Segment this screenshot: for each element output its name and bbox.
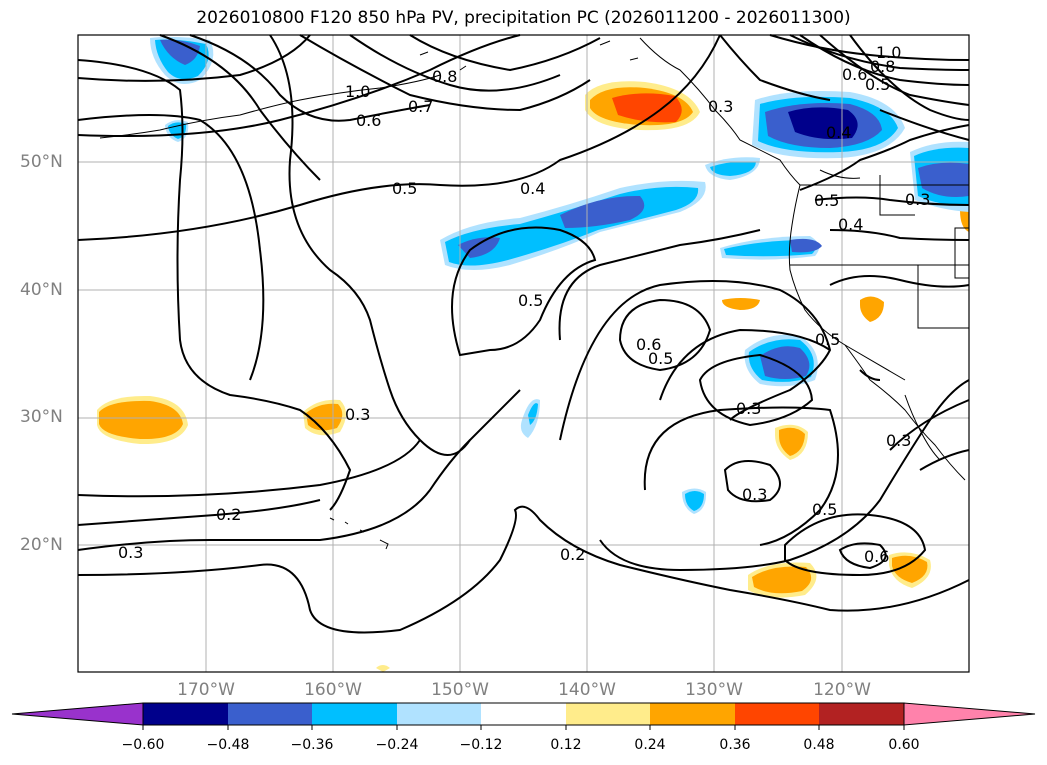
contour-label: 0.6: [356, 111, 381, 130]
contour-label: 0.2: [216, 505, 241, 524]
lat-label-50n: 50°N: [20, 152, 63, 172]
colorbar-tick-label: 0.48: [803, 737, 835, 753]
pv-contours: [77, 34, 970, 634]
contour-label: 0.6: [864, 547, 889, 566]
coastlines: [99, 37, 970, 550]
contour-label: 0.6: [842, 65, 867, 84]
colorbar-bin: [228, 703, 312, 725]
contour-labels: 1.0 0.8 0.6 0.5 1.0 0.8 0.7 0.6 0.5 0.4 …: [118, 43, 930, 566]
contour-label: 0.6: [636, 335, 661, 354]
contour-label: 0.5: [392, 179, 417, 198]
contour-label: 1.0: [345, 82, 370, 101]
colorbar-tick-label: −0.12: [459, 737, 503, 753]
contour-label: 0.5: [865, 75, 890, 94]
contour-label: 0.5: [812, 500, 837, 519]
lat-label-30n: 30°N: [20, 407, 63, 427]
contour-label: 0.7: [408, 97, 433, 116]
colorbar-tick-label: −0.36: [290, 737, 334, 753]
colorbar-bin: [819, 703, 904, 725]
contour-label: 0.5: [814, 191, 839, 210]
contour-label: 0.2: [560, 545, 585, 564]
contour-label: 0.3: [736, 399, 761, 418]
colorbar: [11, 702, 1036, 730]
colorbar-tick-label: −0.24: [375, 737, 419, 753]
lon-label-120w: 120°W: [813, 680, 871, 700]
contour-label: 0.5: [648, 349, 673, 368]
map-area: 1.0 0.8 0.6 0.5 1.0 0.8 0.7 0.6 0.5 0.4 …: [77, 34, 970, 673]
precip-shading: [97, 36, 969, 672]
map-frame: [77, 34, 970, 673]
colorbar-tick-label: 0.24: [634, 737, 666, 753]
contour-label: 0.8: [432, 67, 457, 86]
colorbar-tick-label: 0.36: [719, 737, 751, 753]
contour-label: 0.3: [708, 97, 733, 116]
contour-label: 0.3: [742, 485, 767, 504]
contour-label: 0.4: [838, 215, 863, 234]
contour-label: 0.4: [826, 123, 851, 142]
colorbar-tick-label: −0.60: [121, 737, 165, 753]
colorbar-bin: [397, 703, 481, 725]
lat-label-40n: 40°N: [20, 280, 63, 300]
colorbar-tick-label: −0.48: [206, 737, 250, 753]
contour-label: 0.3: [905, 190, 930, 209]
contour-label: 0.3: [118, 543, 143, 562]
contour-label: 0.4: [520, 179, 545, 198]
lon-label-170w: 170°W: [177, 680, 235, 700]
colorbar-min-extension: [11, 702, 144, 726]
contour-label: 1.0: [876, 43, 901, 62]
colorbar-tick-label: 0.12: [550, 737, 582, 753]
figure-title: 2026010800 F120 850 hPa PV, precipitatio…: [196, 8, 851, 28]
contour-label: 0.3: [886, 431, 911, 450]
colorbar-bin: [143, 703, 228, 725]
lon-label-130w: 130°W: [685, 680, 743, 700]
contour-label: 0.3: [345, 405, 370, 424]
colorbar-bin: [481, 703, 566, 725]
contour-label: 0.5: [815, 330, 840, 349]
lon-label-160w: 160°W: [304, 680, 362, 700]
contour-label: 0.5: [518, 291, 543, 310]
lat-label-20n: 20°N: [20, 535, 63, 555]
colorbar-bin: [312, 703, 397, 725]
lon-label-150w: 150°W: [431, 680, 489, 700]
colorbar-tick-label: 0.60: [888, 737, 920, 753]
colorbar-max-extension: [903, 702, 1036, 726]
colorbar-bin: [650, 703, 735, 725]
colorbar-bin: [566, 703, 650, 725]
lon-label-140w: 140°W: [558, 680, 616, 700]
colorbar-bin: [735, 703, 819, 725]
contour-label: 0.8: [870, 57, 895, 76]
